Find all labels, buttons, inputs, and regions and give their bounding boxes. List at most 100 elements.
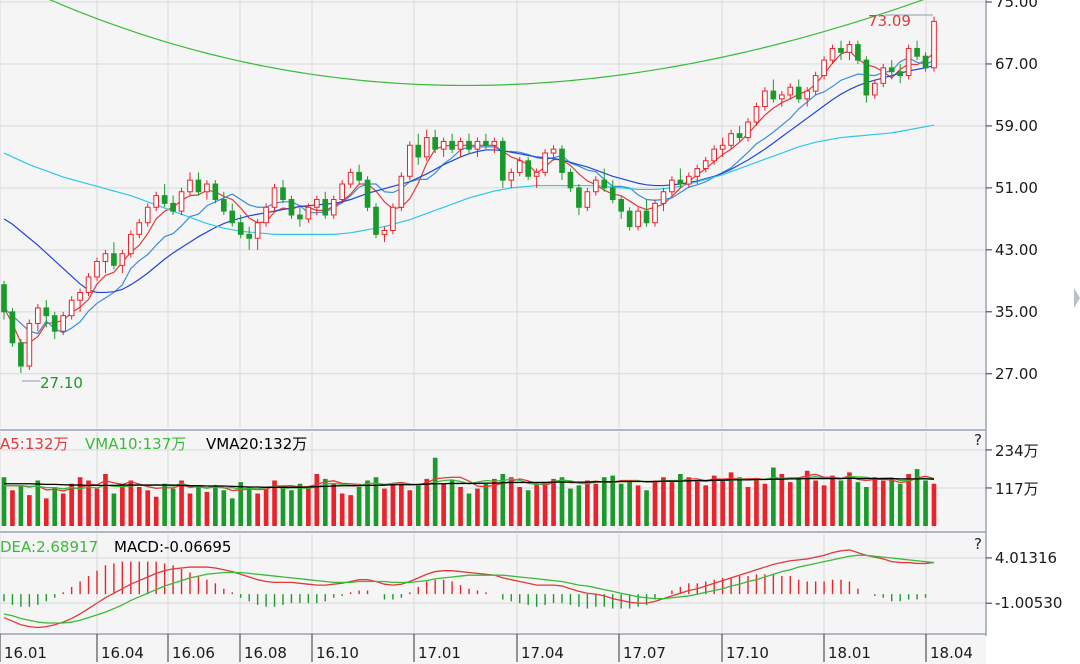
candle-body (652, 202, 658, 224)
candle-body (592, 179, 599, 193)
volume-bar (10, 490, 15, 526)
candle-body (449, 140, 455, 150)
volume-bar (111, 493, 117, 526)
volume-bar (779, 474, 785, 526)
candle-body (787, 86, 794, 96)
candle-body (94, 260, 100, 278)
volume-bar (796, 477, 802, 526)
volume-bar (508, 477, 514, 526)
price-ma-line-long (49, 0, 925, 87)
candle-body (153, 195, 160, 208)
candle-body (77, 291, 83, 301)
volume-bar (754, 478, 759, 526)
date-tick-label: 16.04 (101, 644, 144, 662)
volume-bar (153, 496, 159, 526)
volume-bars (1, 457, 937, 526)
price-tick-label: 43.00 (995, 241, 1038, 259)
volume-bar (449, 480, 455, 526)
candle-body (432, 137, 439, 150)
candle-body (795, 86, 802, 100)
volume-bar (136, 487, 142, 526)
volume-bar (635, 485, 641, 526)
candle-body (51, 315, 58, 332)
candle-body (381, 229, 388, 235)
candle-body (288, 199, 295, 216)
volume-bar (838, 480, 844, 526)
candle-body (855, 44, 861, 61)
candle-body (745, 121, 751, 139)
candle-body (897, 71, 904, 77)
volume-bar (762, 483, 768, 526)
right-axis-background (986, 0, 1080, 664)
volume-bar (407, 490, 413, 526)
volume-bar (399, 482, 404, 526)
candle-body (144, 206, 151, 224)
date-tick-label: 17.10 (726, 644, 769, 662)
candle-body (677, 179, 684, 185)
candle-body (136, 222, 143, 235)
candle-body (305, 206, 312, 220)
volume-bar (306, 487, 311, 526)
candle-body (821, 59, 827, 77)
volume-bar (272, 480, 277, 526)
candle-body (888, 67, 895, 73)
candle-body (26, 322, 33, 367)
volume-bar (441, 483, 446, 526)
volume-bar (889, 478, 895, 526)
date-tick-label: 17.04 (521, 644, 564, 662)
candle-body (516, 160, 523, 173)
price-tick-label: 27.00 (995, 365, 1038, 383)
volume-bar (390, 483, 396, 526)
volume-bar (745, 487, 751, 526)
candle-body (423, 137, 430, 158)
volume-bar (711, 475, 717, 526)
high-label: 73.09 (868, 12, 911, 30)
price-annotations: 73.09 27.10 (22, 12, 933, 392)
price-tick-label: 67.00 (995, 55, 1038, 73)
volume-bar (627, 480, 632, 526)
candle-body (618, 199, 625, 212)
candle-body (719, 144, 726, 150)
volume-bar (432, 457, 438, 526)
volume-bar (728, 472, 734, 526)
candle-body (356, 171, 362, 181)
price-ma-line (3, 64, 935, 294)
candle-body (905, 47, 912, 77)
volume-help-icon[interactable]: ? (974, 431, 982, 449)
panel-expand-arrow-icon[interactable] (1074, 288, 1080, 308)
candle-body (736, 133, 743, 139)
macd-help-icon[interactable]: ? (974, 535, 982, 553)
volume-legend-ma5: A5:132万 (0, 435, 69, 453)
volume-bar (43, 498, 49, 526)
macd-legend-macd: MACD:-0.06695 (114, 538, 231, 556)
volume-bar (289, 490, 294, 526)
volume-bar (18, 485, 24, 526)
candle-body (508, 171, 515, 181)
volume-bar (280, 485, 286, 526)
volume-moving-averages (4, 473, 935, 492)
date-tick-label: 16.06 (172, 644, 215, 662)
volume-bar (576, 485, 582, 526)
volume-bar (669, 482, 675, 526)
candle-body (880, 67, 887, 84)
volume-bar (314, 474, 320, 526)
volume-bar (787, 482, 793, 526)
candle-body (204, 183, 210, 193)
price-tick-label: 51.00 (995, 179, 1038, 197)
candle-body (559, 148, 565, 173)
candle-body (525, 160, 532, 177)
price-tick-label: 35.00 (995, 303, 1038, 321)
candle-body (1, 284, 7, 313)
volume-bar (923, 480, 928, 526)
volume-bar (804, 470, 810, 526)
date-tick-label: 17.07 (623, 644, 666, 662)
volume-bar (1, 477, 7, 526)
volume-bar (35, 480, 41, 526)
candle-body (567, 171, 574, 189)
volume-bar (77, 477, 83, 526)
candle-body (550, 148, 557, 154)
volume-bar (103, 474, 108, 526)
date-tick-label: 18.01 (828, 644, 871, 662)
volume-bar (373, 477, 379, 526)
